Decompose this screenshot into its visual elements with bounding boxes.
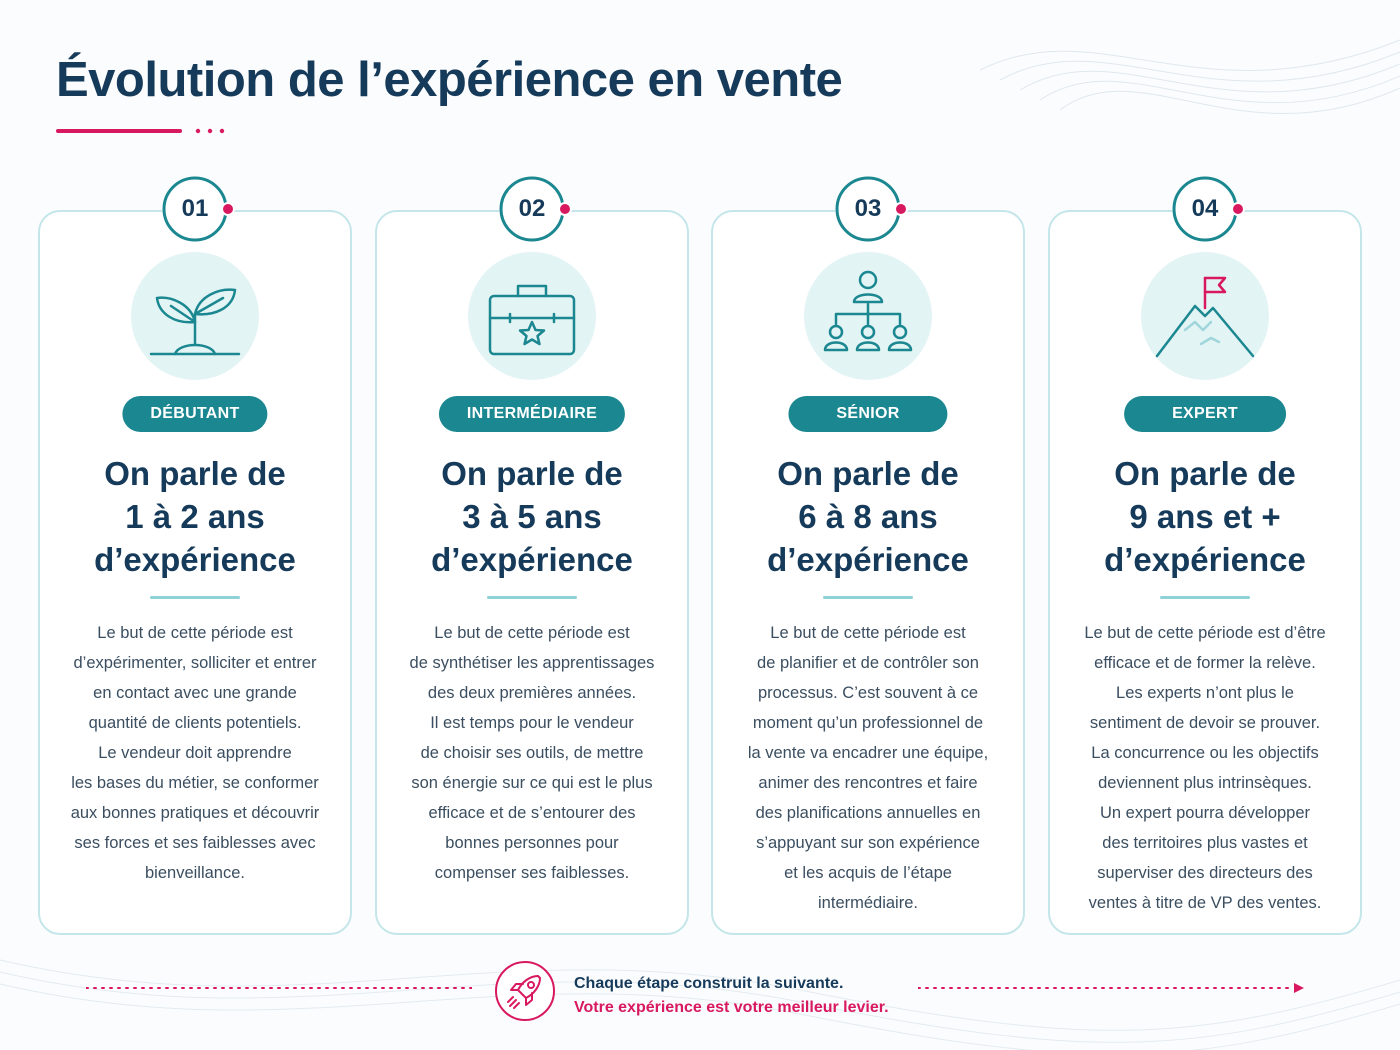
- dotted-arrow-right: [918, 983, 1304, 993]
- title-underline: [56, 128, 225, 134]
- level-badge: EXPERT: [1124, 396, 1286, 432]
- card-description: Le but de cette période est d’expériment…: [70, 624, 320, 882]
- card-heading: On parle de 9 ans et + d’expérience: [1104, 455, 1306, 578]
- team-hierarchy-icon: [804, 252, 932, 380]
- dotted-line-left: [86, 987, 472, 989]
- mountain-flag-icon: [1141, 252, 1269, 380]
- level-badge: DÉBUTANT: [122, 396, 268, 432]
- step-card-debutant: 01 DÉBUTANT On parle de 1 à 2 ans d’expé…: [38, 176, 352, 935]
- toolbox-star-icon: [468, 252, 596, 380]
- level-badge: INTERMÉDIAIRE: [438, 396, 626, 432]
- step-number-badge: 04: [1172, 176, 1245, 242]
- footer-message: Chaque étape construit la suivante. Votr…: [574, 972, 889, 1020]
- level-badge: SÉNIOR: [788, 396, 948, 432]
- step-number-badge: 01: [162, 176, 235, 242]
- heading-divider: [487, 596, 577, 599]
- step-number: 03: [854, 195, 882, 222]
- page-title: Évolution de l’expérience en vente: [56, 53, 843, 107]
- card-heading: On parle de 1 à 2 ans d’expérience: [94, 455, 296, 578]
- heading-divider: [1160, 596, 1250, 599]
- sprout-icon: [131, 252, 259, 380]
- rocket-icon: [495, 961, 555, 1021]
- card-description: Le but de cette période est d’être effic…: [1084, 624, 1326, 912]
- heading-divider: [150, 596, 240, 599]
- step-card-senior: 03 SÉNIOR On parle de 6 à 8 ans d’expéri…: [711, 176, 1025, 935]
- step-number-badge: 03: [835, 176, 908, 242]
- card-description: Le but de cette période est de planifier…: [747, 624, 989, 912]
- step-number: 01: [181, 195, 209, 222]
- card-heading: On parle de 6 à 8 ans d’expérience: [767, 455, 969, 578]
- step-card-expert: 04 EXPERT On parle de 9 ans et + d’expér…: [1048, 176, 1362, 935]
- card-description: Le but de cette période est de synthétis…: [409, 624, 655, 882]
- step-card-intermediaire: 02 INTERMÉDIAIRE On parle de 3 à 5 ans d…: [375, 176, 689, 935]
- footer-line-1: Chaque étape construit la suivante.: [574, 975, 844, 992]
- decorative-waves-top: [980, 39, 1400, 114]
- card-heading: On parle de 3 à 5 ans d’expérience: [431, 455, 633, 578]
- step-number: 04: [1191, 195, 1219, 222]
- decorative-waves-bottom: [0, 959, 1400, 1050]
- footer-line-2: Votre expérience est votre meilleur levi…: [574, 999, 889, 1016]
- step-number: 02: [518, 195, 546, 222]
- step-number-badge: 02: [499, 176, 572, 242]
- heading-divider: [823, 596, 913, 599]
